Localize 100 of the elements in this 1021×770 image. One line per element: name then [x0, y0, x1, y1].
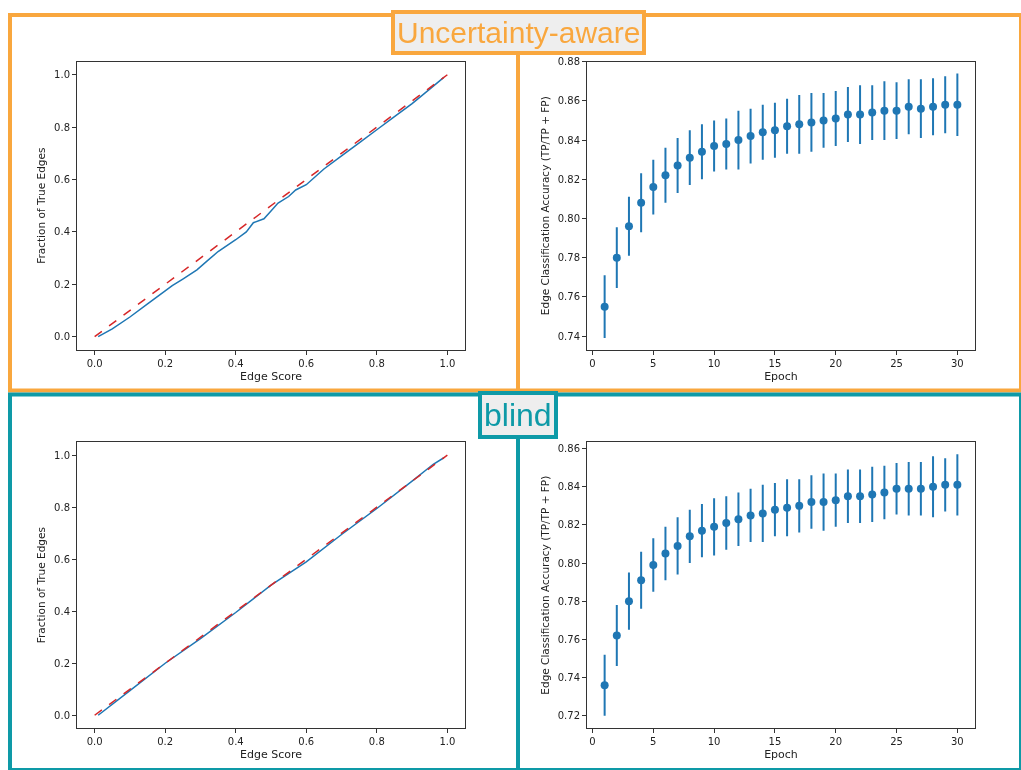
point: [661, 171, 670, 180]
point: [831, 114, 840, 123]
y-tick-label: 0.82: [557, 173, 580, 185]
y-tick-label: 0.88: [557, 56, 580, 68]
y-tick-label: 0.74: [557, 672, 580, 684]
point: [856, 492, 865, 501]
y-tick-label: 0.8: [54, 121, 70, 133]
y-tick-label: 1.0: [54, 69, 70, 81]
point: [880, 106, 889, 115]
x-tick-label: 30: [950, 736, 964, 748]
point: [892, 484, 901, 493]
y-tick-label: 0.78: [557, 595, 580, 607]
point: [783, 503, 792, 512]
x-tick-label: 1.0: [439, 736, 456, 748]
point: [795, 120, 804, 129]
y-tick-label: 0.84: [557, 481, 580, 493]
y-axis-title: Edge Classification Accuracy (TP/TP + FP): [538, 475, 551, 695]
y-tick-label: 0.76: [557, 633, 580, 645]
y-tick-label: 0.6: [54, 174, 70, 185]
point: [697, 147, 706, 156]
point: [612, 253, 621, 262]
point: [612, 631, 621, 640]
chart-title: blind: [484, 397, 552, 433]
x-tick-label: 20: [829, 357, 843, 369]
x-tick-label: 10: [707, 357, 721, 369]
point: [746, 132, 755, 141]
point: [770, 505, 779, 514]
y-tick-label: 0.80: [557, 212, 580, 224]
point: [685, 153, 694, 162]
point: [856, 110, 865, 119]
point: [661, 549, 670, 558]
point: [783, 122, 792, 131]
point: [685, 532, 694, 541]
point: [880, 488, 889, 497]
x-tick-label: 15: [768, 357, 782, 369]
point: [770, 126, 779, 135]
point: [843, 110, 852, 119]
x-tick-label: 0.6: [298, 357, 315, 369]
y-axis-title: Edge Classification Accuracy (TP/TP + FP): [538, 96, 551, 316]
point: [831, 496, 840, 505]
point: [600, 681, 609, 690]
point: [722, 139, 731, 148]
y-tick-label: 0.72: [557, 710, 580, 722]
chart-title: Uncertainty-aware: [397, 16, 641, 49]
x-axis-title: Edge Score: [240, 748, 303, 762]
point: [673, 541, 682, 550]
point: [953, 100, 962, 109]
y-tick-label: 0.80: [557, 557, 580, 569]
x-tick-label: 0.6: [298, 736, 315, 748]
point: [904, 484, 913, 493]
x-tick-label: 0.4: [227, 357, 244, 369]
point: [868, 108, 877, 117]
x-axis-title: Epoch: [764, 369, 798, 383]
x-tick-label: 0.8: [368, 357, 385, 369]
point: [953, 480, 962, 489]
y-tick-label: 0.4: [54, 226, 70, 238]
point: [904, 102, 913, 111]
y-tick-label: 0.2: [54, 278, 70, 290]
y-tick-label: 0.8: [54, 501, 70, 513]
point: [600, 302, 609, 311]
x-tick-label: 0.4: [227, 736, 244, 748]
point: [941, 480, 950, 489]
point: [758, 509, 767, 518]
x-tick-label: 5: [650, 736, 657, 748]
point: [843, 492, 852, 501]
point: [624, 222, 633, 231]
x-tick-label: 10: [707, 736, 721, 748]
point: [807, 118, 816, 127]
point: [624, 597, 633, 606]
point: [795, 501, 804, 510]
x-tick-label: 25: [890, 736, 903, 748]
x-tick-label: 30: [950, 357, 964, 369]
y-tick-label: 0.2: [54, 657, 70, 669]
y-tick-label: 0.0: [54, 331, 70, 343]
x-tick-label: 0.8: [368, 736, 385, 748]
point: [746, 511, 755, 520]
point: [758, 128, 767, 137]
y-tick-label: 0.74: [557, 330, 580, 342]
point: [710, 522, 719, 531]
point: [916, 484, 925, 493]
point: [929, 102, 938, 111]
y-tick-label: 0.82: [557, 519, 580, 531]
point: [637, 198, 646, 207]
point: [734, 515, 743, 524]
x-axis-title: Edge Score: [240, 369, 303, 383]
y-tick-label: 0.0: [54, 709, 70, 721]
point: [819, 116, 828, 125]
x-tick-label: 20: [829, 736, 843, 748]
point: [734, 136, 743, 145]
y-tick-label: 1.0: [54, 449, 70, 461]
point: [697, 526, 706, 535]
point: [807, 498, 816, 507]
y-tick-label: 0.86: [557, 95, 580, 107]
y-axis-title: Fraction of True Edges: [34, 147, 47, 264]
point: [649, 183, 658, 192]
point: [710, 141, 719, 150]
point: [673, 161, 682, 170]
y-tick-label: 0.86: [557, 443, 580, 455]
x-tick-label: 5: [650, 357, 657, 369]
point: [892, 106, 901, 115]
